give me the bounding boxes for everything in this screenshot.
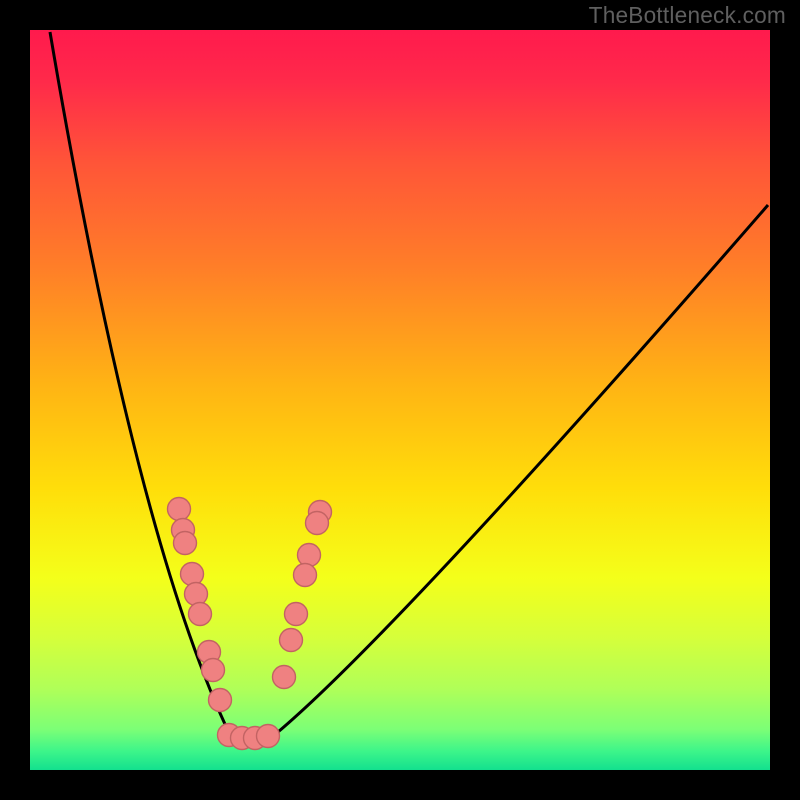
data-point — [202, 659, 225, 682]
data-point — [285, 603, 308, 626]
data-point — [298, 544, 321, 567]
chart-container: TheBottleneck.com — [0, 0, 800, 800]
data-point — [174, 532, 197, 555]
data-point — [185, 583, 208, 606]
data-point — [273, 666, 296, 689]
data-point — [294, 564, 317, 587]
data-point — [257, 725, 280, 748]
plot-background — [30, 30, 770, 770]
data-point — [181, 563, 204, 586]
data-point — [189, 603, 212, 626]
bottleneck-chart — [0, 0, 800, 800]
data-point — [306, 512, 329, 535]
data-point — [209, 689, 232, 712]
data-point — [168, 498, 191, 521]
data-point — [280, 629, 303, 652]
